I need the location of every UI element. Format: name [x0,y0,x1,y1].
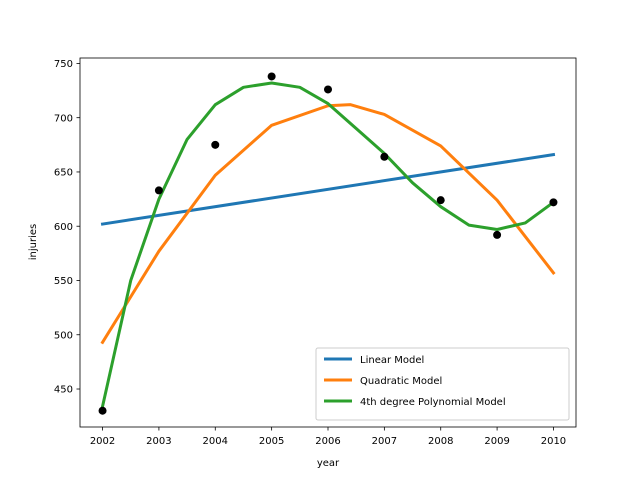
y-tick-label: 700 [54,113,73,124]
y-tick-label: 550 [54,276,73,287]
x-tick-label: 2007 [372,436,397,447]
legend-label: 4th degree Polynomial Model [360,397,506,408]
data-point [380,152,389,161]
series-line-1 [100,152,556,226]
legend-box [315,347,570,421]
data-point [98,406,107,415]
legend-label: Linear Model [360,355,424,366]
points-layer [98,72,558,415]
y-tick-label: 450 [54,385,73,396]
series-layer [100,81,556,409]
series-line-3 [100,81,556,409]
legend-label: Quadratic Model [360,376,442,387]
legend: Linear Model Quadratic Model 4th degree Po… [315,347,570,421]
data-point [267,72,276,81]
data-point [324,85,332,94]
x-axis-ticks: 2002 2003 2004 2005 2006 2007 2008 2009 2010 [90,427,566,447]
x-tick-label: 2005 [259,436,284,447]
series-line-2 [100,103,556,345]
x-tick-label: 2010 [541,436,566,447]
y-tick-label: 750 [54,59,73,70]
data-point [154,186,163,195]
data-point [549,198,558,207]
y-tick-label: 650 [54,168,73,179]
data-point [211,140,220,149]
data-point [436,196,445,205]
x-axis-label: year [317,458,340,469]
y-axis-label: injuries [28,224,39,260]
y-tick-label: 500 [54,330,73,341]
x-tick-label: 2008 [428,436,453,447]
x-tick-label: 2009 [484,436,509,447]
x-tick-label: 2004 [203,436,228,447]
y-tick-label: 600 [54,222,73,233]
data-point [493,230,502,239]
x-tick-label: 2003 [146,436,171,447]
y-axis-ticks: 450 500 550 600 650 700 750 [54,59,80,396]
x-tick-label: 2002 [90,436,115,447]
x-tick-label: 2006 [315,436,340,447]
